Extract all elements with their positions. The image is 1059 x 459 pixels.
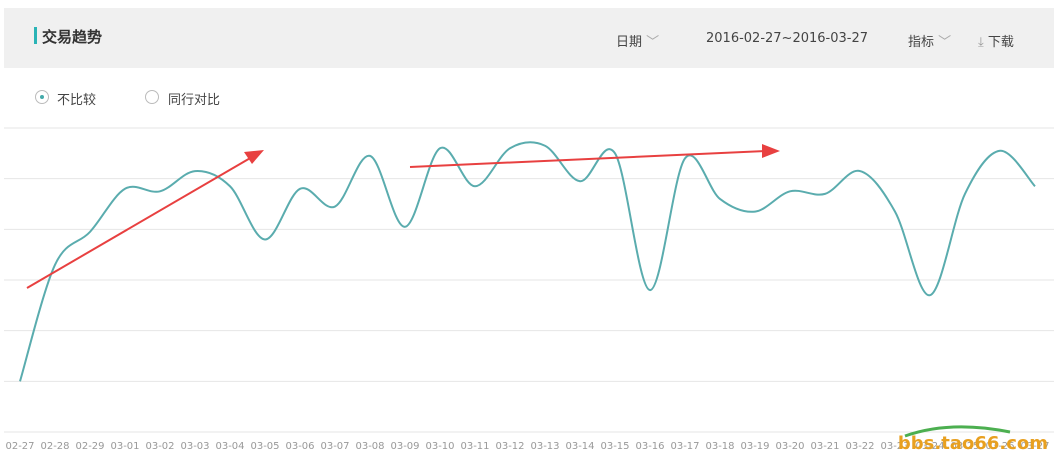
x-tick-label: 03-11 [460, 441, 489, 452]
x-tick-label: 03-13 [530, 441, 559, 452]
x-tick-label: 03-21 [810, 441, 839, 452]
download-button[interactable]: ⤓ 下载 [978, 35, 1014, 50]
arrow-line [26, 156, 253, 289]
radio[interactable] [145, 90, 159, 104]
x-tick-label: 02-27 [5, 441, 34, 452]
x-tick-label: 03-17 [670, 441, 699, 452]
metric-dropdown[interactable]: 指标 ﹀ [908, 35, 952, 50]
x-tick-label: 03-05 [250, 441, 279, 452]
watermark: bbs.tao66.com [898, 433, 1048, 454]
x-tick-label: 03-04 [215, 441, 244, 452]
arrow-head [244, 150, 264, 164]
option-label[interactable]: 同行对比 [168, 93, 221, 108]
x-tick-label: 03-19 [740, 441, 769, 452]
title-accent [34, 27, 37, 44]
watermark-swoosh [904, 425, 1011, 438]
x-tick-label: 03-20 [775, 441, 804, 452]
option-label[interactable]: 不比较 [57, 93, 97, 108]
x-tick-label: 03-16 [635, 441, 664, 452]
x-tick-label: 03-08 [355, 441, 384, 452]
radio-selected[interactable] [35, 90, 49, 104]
x-tick-label: 03-02 [145, 441, 174, 452]
arrow-head [762, 144, 780, 158]
metric-label: 指标 [908, 35, 935, 50]
date-label: 日期 [616, 35, 643, 50]
arrow-line [409, 150, 766, 168]
x-tick-label: 03-10 [425, 441, 454, 452]
x-tick-label: 03-23 [880, 441, 909, 452]
annotation-arrows [26, 144, 780, 289]
x-tick-label: 03-07 [320, 441, 349, 452]
x-tick-label: 03-03 [180, 441, 209, 452]
x-tick-label: 03-09 [390, 441, 419, 452]
x-tick-label: 03-27 [1020, 441, 1049, 452]
date-dropdown[interactable]: 日期 ﹀ [616, 35, 660, 50]
trend-line [19, 141, 1036, 382]
x-tick-label: 03-25 [950, 441, 979, 452]
x-tick-label: 02-29 [75, 441, 104, 452]
panel-header [4, 8, 1054, 68]
x-tick-label: 03-01 [110, 441, 139, 452]
date-range[interactable]: 2016-02-27~2016-03-27 [706, 31, 868, 46]
x-tick-label: 03-18 [705, 441, 734, 452]
x-tick-label: 03-22 [845, 441, 874, 452]
x-tick-label: 03-24 [915, 441, 944, 452]
x-tick-label: 03-06 [285, 441, 314, 452]
x-tick-label: 03-12 [495, 441, 524, 452]
x-tick-label: 03-15 [600, 441, 629, 452]
x-tick-label: 03-14 [565, 441, 594, 452]
x-tick-label: 02-28 [40, 441, 69, 452]
download-label: 下载 [987, 35, 1014, 50]
panel-title: 交易趋势 [42, 28, 103, 46]
x-tick-label: 03-26 [985, 441, 1014, 452]
